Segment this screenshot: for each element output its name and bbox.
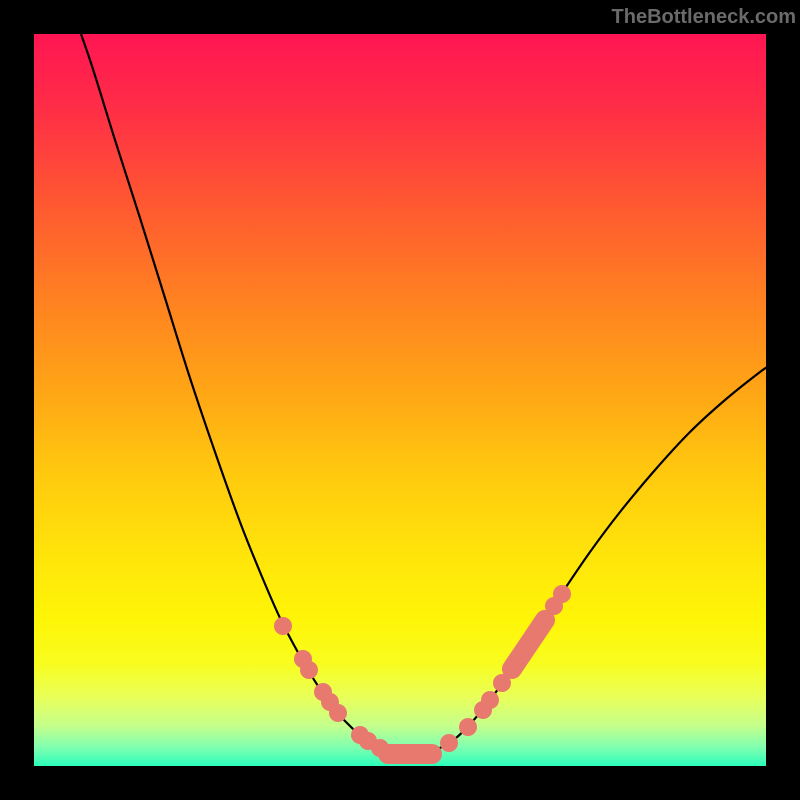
- curve-marker: [481, 691, 499, 709]
- curve-marker: [459, 718, 477, 736]
- curve-marker: [440, 734, 458, 752]
- plot-area: [34, 34, 766, 766]
- gradient-background: [34, 34, 766, 766]
- curve-marker: [329, 704, 347, 722]
- chart-svg: [34, 34, 766, 766]
- curve-marker: [274, 617, 292, 635]
- outer-frame: TheBottleneck.com: [0, 0, 800, 800]
- curve-marker: [300, 661, 318, 679]
- watermark-text: TheBottleneck.com: [612, 6, 796, 29]
- curve-marker: [553, 585, 571, 603]
